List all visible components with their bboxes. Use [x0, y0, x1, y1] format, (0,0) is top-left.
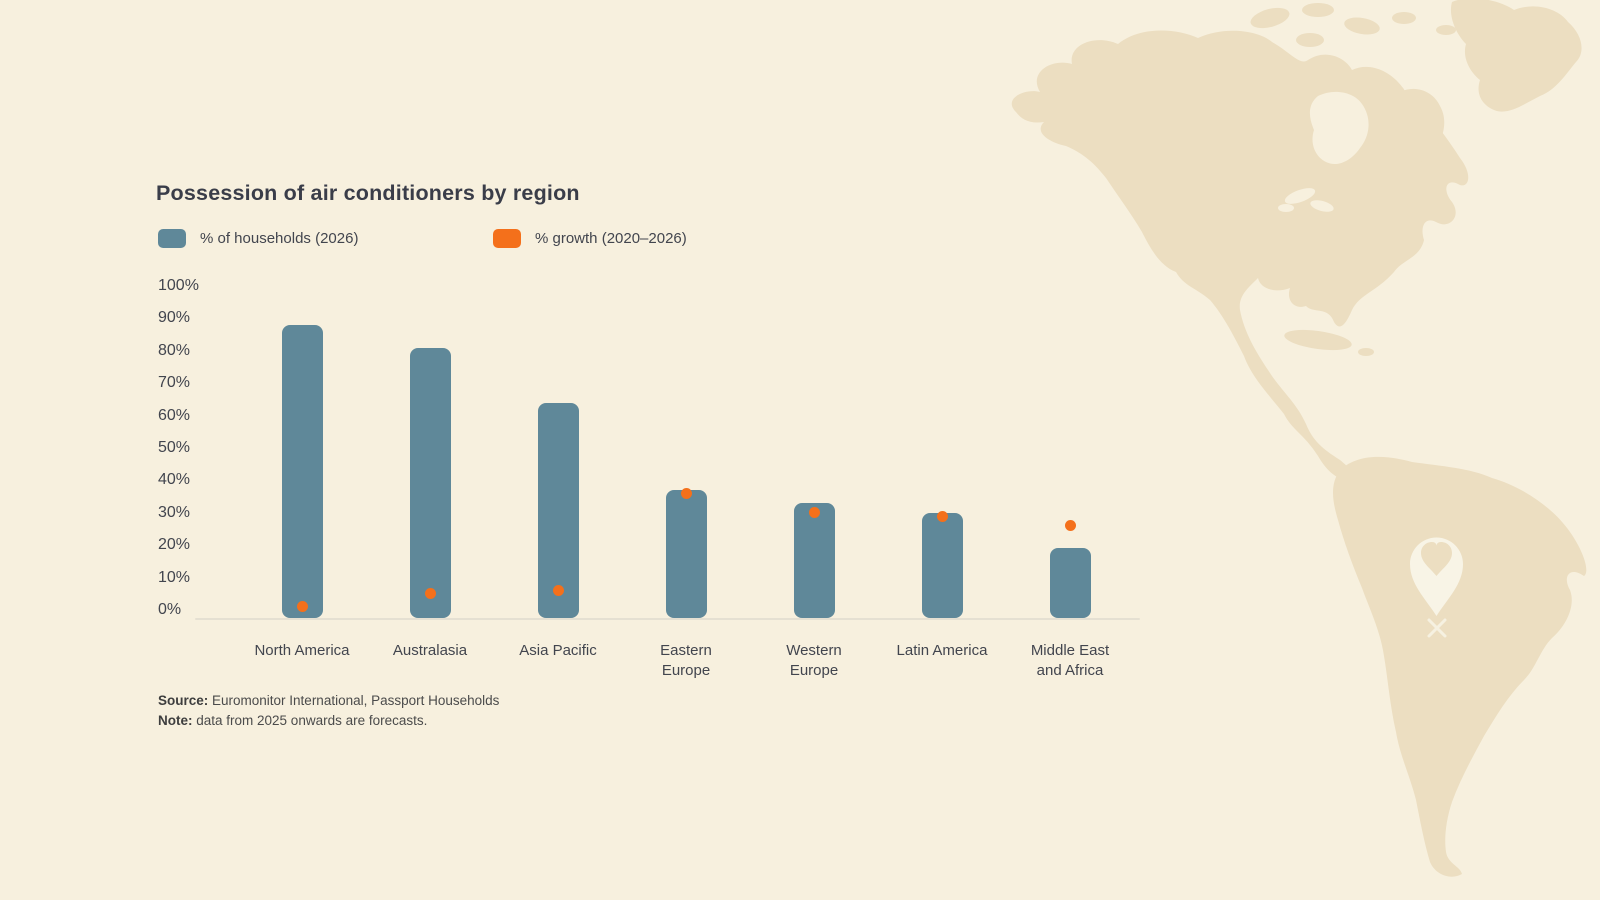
source-line: Source: Euromonitor International, Passp…	[158, 691, 499, 711]
chart-title: Possession of air conditioners by region	[156, 181, 580, 205]
south-america-shape	[1333, 456, 1587, 877]
y-axis-tick: 40%	[158, 471, 191, 489]
arctic-island	[1302, 3, 1334, 17]
great-lake	[1310, 200, 1334, 212]
y-axis-tick: 0%	[158, 601, 182, 618]
growth-dot-middle-east-and-africa	[1064, 520, 1076, 532]
x-axis-label-eastern-europe: Eastern Europe	[660, 642, 712, 679]
arctic-island	[1344, 17, 1380, 35]
growth-dot-eastern-europe	[680, 487, 692, 499]
bar-western-europe	[793, 503, 835, 618]
americas-map	[1011, 0, 1587, 877]
hudson-bay-shape	[1309, 91, 1369, 165]
y-axis-tick: 10%	[158, 568, 191, 586]
bar-middle-east-and-africa	[1049, 548, 1091, 618]
great-lake	[1278, 204, 1294, 212]
cuba-shape	[1284, 329, 1352, 351]
growth-legend-label: % growth (2020–2026)	[535, 229, 687, 247]
caribbean-island	[1358, 348, 1374, 356]
source-note-block: Source: Euromonitor International, Passp…	[158, 691, 499, 730]
households-legend-label: % of households (2026)	[200, 229, 359, 247]
x-axis-baseline	[195, 618, 1140, 620]
x-axis-label-australasia: Australasia	[392, 642, 468, 659]
growth-dot-north-america	[296, 601, 308, 613]
note-text: data from 2025 onwards are forecasts.	[192, 712, 428, 728]
y-axis-tick: 70%	[158, 374, 191, 392]
y-axis-tick: 80%	[158, 341, 191, 359]
arctic-island	[1250, 7, 1290, 29]
great-lake	[1284, 188, 1316, 204]
x-axis-label-western-europe: Western Europe	[786, 642, 842, 679]
plot-area: 100% 90% 80% 70% 60% 50% 40% 30% 20% 10% 0% North A…	[0, 277, 1600, 679]
growth-dot-australasia	[424, 588, 436, 600]
bar-eastern-europe	[665, 490, 707, 618]
bar-australasia	[409, 347, 451, 618]
y-axis-tick: 90%	[158, 309, 191, 327]
y-axis-tick: 30%	[158, 503, 191, 521]
legend-item-households: % of households (2026)	[158, 228, 358, 248]
map-x-marker-icon	[1427, 618, 1447, 638]
heart-location-pin-icon	[1410, 537, 1463, 616]
bar-north-america	[281, 324, 323, 618]
x-axis-label-asia-pacific: Asia Pacific	[519, 642, 597, 659]
x-axis-label-middle-east-and-africa: Middle East and Africa	[1030, 642, 1110, 679]
growth-dot-latin-america	[936, 510, 948, 522]
greenland-shape	[1451, 0, 1582, 112]
bar-asia-pacific	[537, 402, 579, 618]
arctic-island	[1296, 33, 1324, 47]
growth-dot-asia-pacific	[552, 585, 564, 597]
y-axis-tick: 50%	[158, 439, 191, 456]
legend-item-growth: % growth (2020–2026)	[493, 228, 687, 248]
source-text: Euromonitor International, Passport Hous…	[208, 693, 500, 708]
households-swatch	[158, 228, 186, 248]
y-axis-tick: 100%	[158, 277, 199, 294]
baffin-island-shape	[1392, 88, 1445, 164]
growth-dot-western-europe	[808, 507, 820, 519]
arctic-island	[1436, 25, 1456, 35]
source-label: Source:	[158, 693, 209, 708]
arctic-island	[1235, 35, 1255, 45]
growth-swatch	[493, 228, 521, 248]
x-axis-label-latin-america: Latin America	[896, 642, 988, 659]
bar-latin-america	[921, 512, 963, 618]
x-axis-label-north-america: North America	[254, 642, 350, 659]
note-line: Note: data from 2025 onwards are forecas…	[158, 711, 499, 731]
arctic-island	[1392, 12, 1416, 24]
y-axis-tick: 60%	[158, 406, 191, 424]
y-axis-tick: 20%	[158, 536, 191, 554]
note-label: Note:	[158, 712, 193, 728]
